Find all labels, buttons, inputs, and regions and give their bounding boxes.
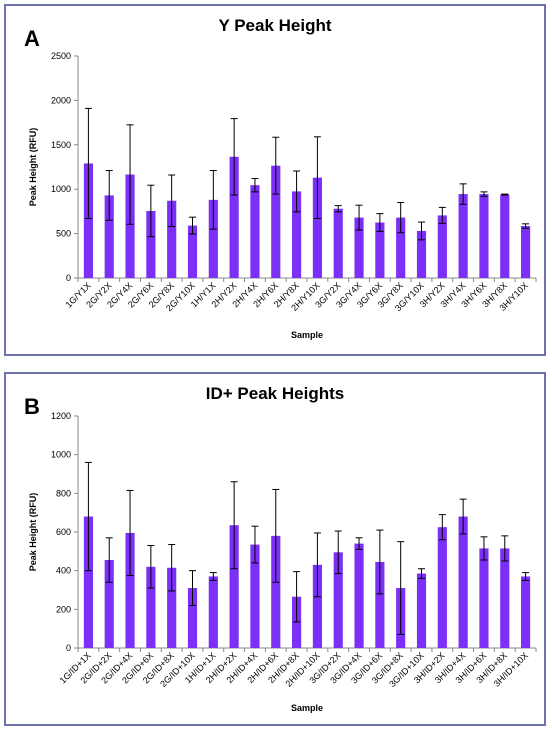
bar <box>167 567 177 648</box>
bar <box>437 215 447 278</box>
bar <box>396 217 406 278</box>
bar <box>250 544 260 648</box>
bar <box>375 222 385 278</box>
bar <box>354 543 364 648</box>
bar <box>500 548 510 648</box>
bar <box>458 194 468 278</box>
bar <box>500 194 510 278</box>
y-tick-label: 400 <box>56 566 71 576</box>
bar <box>187 588 198 648</box>
bar <box>83 163 93 278</box>
y-tick-label: 1000 <box>51 450 71 460</box>
bar <box>167 200 177 278</box>
x-axis-title: Sample <box>291 703 323 713</box>
y-tick-label: 200 <box>56 604 71 614</box>
bar <box>271 165 281 278</box>
bar <box>521 576 531 648</box>
bar <box>479 194 489 278</box>
y-axis-title: Peak Height (RFU) <box>28 128 38 207</box>
y-tick-label: 1500 <box>51 140 71 150</box>
bar-chart-svg: 050010001500200025001G/Y1X2G/Y2X2G/Y4X2G… <box>28 51 537 340</box>
bar <box>250 185 260 278</box>
bar <box>146 566 156 648</box>
chart-title: ID+ Peak Heights <box>205 384 345 403</box>
y-tick-label: 800 <box>56 488 71 498</box>
x-axis-title: Sample <box>291 330 323 340</box>
bar <box>104 195 114 278</box>
bar <box>354 217 364 278</box>
bar <box>292 191 302 278</box>
bar <box>521 226 531 278</box>
bar <box>125 174 135 278</box>
panel-letter: B <box>24 394 40 419</box>
bar <box>437 527 447 648</box>
y-tick-label: 2500 <box>51 51 71 61</box>
y-tick-label: 500 <box>56 229 71 239</box>
bar <box>333 552 343 648</box>
y-tick-label: 1200 <box>51 411 71 421</box>
bar <box>458 516 468 648</box>
bar <box>229 156 239 278</box>
bar <box>146 210 156 278</box>
bar <box>416 230 427 278</box>
bar <box>312 564 322 648</box>
y-tick-label: 600 <box>56 527 71 537</box>
bar <box>312 177 322 278</box>
bar <box>125 532 135 648</box>
chart-title: Y Peak Height <box>218 16 332 35</box>
y-tick-label: 0 <box>66 643 71 653</box>
bar-chart-svg: 0200400600800100012001G/ID+1X2G/ID+2X2G/… <box>28 411 537 713</box>
bar <box>208 576 218 648</box>
y-tick-label: 1000 <box>51 184 71 194</box>
bar <box>104 560 114 648</box>
panel-letter: A <box>24 26 40 51</box>
y-tick-label: 2000 <box>51 95 71 105</box>
bar <box>416 573 427 648</box>
y-axis-title: Peak Height (RFU) <box>28 493 38 572</box>
bar <box>229 525 239 648</box>
bar <box>479 548 489 648</box>
y-tick-label: 0 <box>66 273 71 283</box>
bar <box>83 516 93 648</box>
bar <box>271 535 281 648</box>
bar <box>208 199 218 278</box>
bar <box>333 208 343 278</box>
chart-panel-a: A Y Peak Height 0 500 1000 1500 2000 2500 1G/Y… <box>4 4 546 356</box>
chart-panel-b: B ID+ Peak Heights 0 200 400 600 800 1000 1200… <box>4 372 546 726</box>
bar <box>187 225 198 278</box>
bar <box>375 561 385 648</box>
